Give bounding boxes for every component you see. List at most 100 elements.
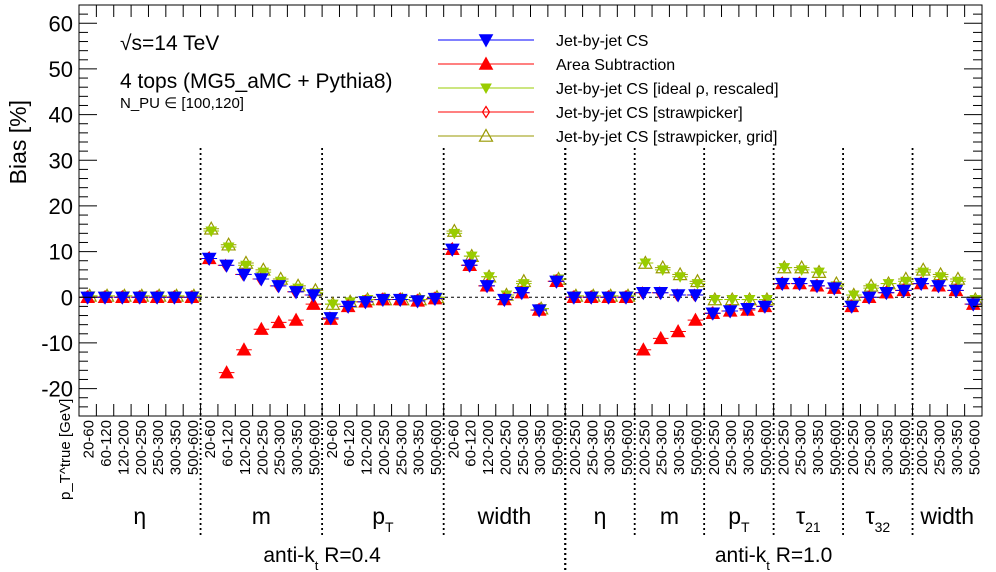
data-point	[688, 312, 703, 326]
y-tick-label: 50	[49, 57, 73, 82]
data-point	[670, 323, 686, 338]
data-point	[257, 267, 270, 279]
data-point	[340, 300, 356, 314]
data-point	[917, 267, 930, 279]
data-point	[601, 291, 616, 305]
x-tick-label: 250-300	[654, 420, 671, 475]
x-tick-label: 500-600	[306, 420, 323, 475]
data-point	[323, 312, 339, 326]
data-point	[583, 291, 599, 305]
data-point	[965, 298, 981, 312]
data-point	[253, 273, 269, 287]
y-tick-label: 30	[49, 148, 73, 173]
legend: Jet-by-jet CS Area Subtraction Jet-by-jet …	[438, 33, 779, 146]
x-tick-label: 300-350	[289, 420, 306, 475]
data-point	[705, 307, 721, 321]
data-point	[483, 272, 495, 283]
data-point	[184, 291, 200, 305]
x-tick-label: 20-60	[324, 420, 341, 458]
data-point	[847, 290, 860, 302]
y-tick-label: 40	[49, 103, 73, 128]
data-point	[726, 295, 739, 306]
x-tick-label: 200-250	[775, 420, 792, 475]
data-point	[306, 296, 321, 310]
x-tick-label: 500-600	[897, 420, 914, 475]
data-point	[201, 252, 217, 266]
data-point	[288, 286, 304, 300]
data-point	[222, 242, 235, 254]
data-point	[691, 279, 704, 290]
x-tick-labels: 20-60 60-120 120-200 200-250 250-300 300-350 5…	[81, 420, 984, 475]
legend-marker	[478, 128, 494, 142]
legend-label: Jet-by-jet CS	[556, 33, 648, 50]
x-axis-prefix-label: p_T^true [GeV]	[57, 399, 74, 500]
data-point	[479, 280, 495, 294]
legend-entry-straw: Jet-by-jet CS [strawpicker]	[438, 105, 743, 122]
x-tick-label: 60-120	[341, 420, 358, 467]
group-label: η	[133, 503, 146, 529]
x-tick-label: 500-600	[758, 420, 775, 475]
data-point	[882, 279, 895, 290]
data-point	[240, 260, 252, 272]
legend-label: Area Subtraction	[556, 57, 675, 74]
data-point	[913, 277, 929, 292]
data-markers	[78, 221, 984, 379]
y-tick-label: -20	[41, 377, 73, 402]
legend-marker	[481, 105, 491, 119]
x-tick-label: 200-250	[914, 420, 931, 475]
data-point	[271, 280, 287, 294]
data-point	[517, 279, 530, 290]
legend-label: Jet-by-jet CS [strawpicker]	[556, 105, 743, 122]
data-point	[827, 282, 842, 296]
x-tick-label: 200-250	[636, 420, 653, 475]
group-label: width	[919, 503, 974, 529]
data-point	[809, 280, 825, 294]
y-axis-title: Bias [%]	[5, 100, 31, 184]
data-point	[566, 291, 582, 305]
data-point	[934, 272, 947, 283]
data-point	[743, 295, 756, 306]
x-tick-label: 120-200	[480, 420, 497, 475]
x-tick-label: 250-300	[584, 420, 601, 475]
x-tick-label: 300-350	[810, 420, 827, 475]
data-point	[219, 365, 234, 379]
data-point	[465, 251, 478, 263]
x-tick-label: 200-250	[845, 420, 862, 475]
x-tick-label: 300-350	[879, 420, 896, 475]
data-point	[497, 293, 512, 308]
x-tick-label: 300-350	[602, 420, 619, 475]
data-point	[288, 312, 304, 326]
data-point	[618, 291, 634, 305]
x-tick-label: 120-200	[237, 420, 254, 475]
data-point	[879, 287, 894, 301]
data-point	[427, 292, 443, 307]
y-tick-label: 10	[49, 240, 73, 265]
x-tick-label: 20-60	[202, 420, 219, 458]
x-tick-label: 120-200	[115, 420, 132, 475]
data-point	[900, 276, 912, 288]
data-point	[670, 289, 686, 303]
data-point	[795, 265, 808, 276]
series-cs	[79, 243, 982, 326]
process-annotation: 4 tops (MG5_aMC + Pythia8)	[120, 70, 393, 93]
x-tick-label: 200-250	[497, 420, 514, 475]
data-point	[639, 258, 652, 270]
data-point	[375, 293, 391, 308]
x-tick-label: 500-600	[550, 420, 567, 475]
data-point	[636, 342, 651, 356]
y-tick-label: -10	[41, 331, 73, 356]
x-tick-label: 300-350	[949, 420, 966, 475]
data-point	[445, 243, 460, 257]
x-tick-label: 60-120	[98, 420, 115, 467]
x-tick-label: 200-250	[567, 420, 584, 475]
x-tick-label: 60-120	[220, 420, 237, 467]
data-point	[462, 259, 478, 273]
data-point	[97, 291, 113, 305]
data-point	[326, 299, 339, 311]
legend-label: Jet-by-jet CS [ideal ρ, rescaled]	[556, 81, 779, 98]
data-point	[931, 280, 946, 294]
x-tick-label: 200-250	[706, 420, 723, 475]
legend-entry-ideal: Jet-by-jet CS [ideal ρ, rescaled]	[438, 81, 779, 98]
data-point	[740, 302, 755, 317]
